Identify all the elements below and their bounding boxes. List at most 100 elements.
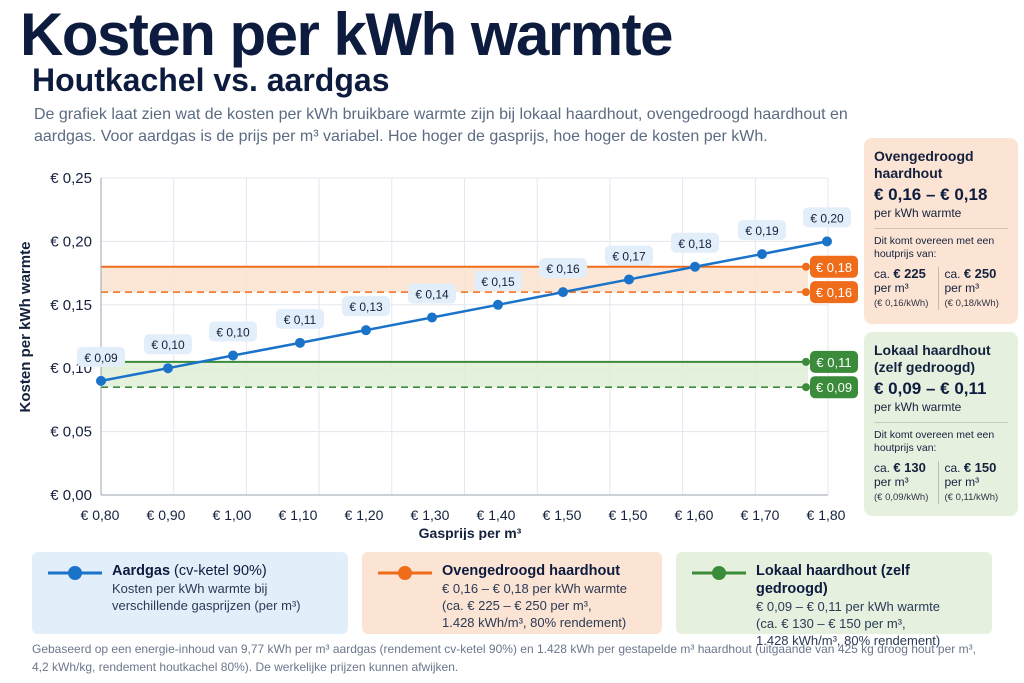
band-badge [810,255,858,278]
legend-oven-title: Ovengedroogd haardhout [442,563,621,579]
gas-data-label-text: € 0,11 [284,313,317,327]
x-tick-label: € 1,80 [807,507,846,523]
description: De grafiek laat zien wat de kosten per k… [34,106,848,145]
gas-data-label: € 0,19 [738,220,786,241]
band-badge-label: € 0,11 [816,355,851,370]
x-tick-label: € 0,80 [81,507,120,523]
gas-data-label-bg [342,296,390,317]
y-axis-label: Kosten per kWh warmte [17,242,34,413]
legend-gas-title: Aardgas [112,563,171,579]
gas-point [361,325,371,336]
band-badge [810,281,858,304]
band-area [101,361,808,388]
local-card-note: Dit komt overeen met een houtprijs van: [874,429,995,454]
gas-data-label-text: € 0,09 [84,351,118,365]
x-tick-label: € 1,70 [741,507,780,523]
gas-point [624,274,634,285]
gas-point [558,287,568,298]
oven-wood-card: Ovengedroogd haardhout € 0,16 – € 0,18 p… [864,138,1018,324]
x-tick-label: € 1,40 [477,507,516,523]
band-badge [810,350,858,373]
gas-point [163,363,173,374]
gas-data-label-bg [605,245,653,266]
legend-local-line2: (ca. € 130 – € 150 per m³, [756,616,906,631]
legend-gas-suffix: (cv-ketel 90%) [170,563,267,579]
oven-line-icon [378,566,432,580]
y-tick-label: € 0,20 [50,233,92,250]
gas-point [493,299,503,310]
local-card-price-low: ca. € 130 per m³ (€ 0,09/kWh) [874,460,929,504]
legend-oven-line2: (ca. € 225 – € 250 per m³, [442,598,592,613]
local-card-title: Lokaal haardhout (zelf gedroogd) [874,342,991,375]
legend-local-line3: 1.428 kWh/m³, 80% rendement) [756,633,941,648]
gas-data-label-text: € 0,15 [481,275,515,289]
gas-data-label-text: € 0,10 [216,326,250,340]
x-tick-label: € 1,30 [411,507,450,523]
gas-data-label-bg [408,283,456,304]
oven-card-unit: per kWh warmte [874,206,962,220]
x-tick-label: € 1,20 [345,507,384,523]
gas-point [228,350,238,361]
gas-data-label-bg [738,220,786,241]
gas-data-label-text: € 0,14 [415,287,449,301]
page-subtitle: Houtkachel vs. aardgas [32,62,390,98]
band-badge-label: € 0,16 [816,285,852,300]
band-marker [802,288,810,297]
legend-local-title: Lokaal haardhout (zelf gedroogd) [756,563,910,597]
band-badge-label: € 0,18 [816,260,852,275]
gas-data-label: € 0,13 [342,296,390,317]
gas-data-label-text: € 0,17 [612,249,646,263]
y-tick-label: € 0,05 [50,424,92,441]
legend-local: Lokaal haardhout (zelf gedroogd) € 0,09 … [676,552,992,648]
oven-card-note: Dit komt overeen met een houtprijs van: [874,235,995,260]
gas-data-label-bg [671,232,719,253]
gas-data-label: € 0,10 [209,321,257,342]
oven-card-price-low: ca. € 225 per m³ (€ 0,16/kWh) [874,266,929,310]
y-tick-label: € 0,00 [50,487,92,504]
legend-gas-text: Kosten per kWh warmte bij verschillende … [112,581,301,613]
gas-data-label: € 0,15 [474,270,522,291]
legend-oven: Ovengedroogd haardhout € 0,16 – € 0,18 p… [362,552,662,634]
gas-data-label-bg [803,207,851,228]
gas-point [690,261,700,272]
legend-oven-line1: € 0,16 – € 0,18 per kWh warmte [442,581,627,596]
local-line-icon [692,566,746,580]
band-badge-label: € 0,09 [816,380,852,395]
footnote: Gebaseerd op een energie-inhoud van 9,77… [32,642,976,674]
bands [101,265,808,389]
gas-data-label-text: € 0,20 [810,211,844,225]
gas-data-label-text: € 0,18 [678,237,712,251]
gas-data-label-bg [144,334,192,355]
band-marker [802,383,810,392]
oven-card-range: € 0,16 – € 0,18 [874,185,988,204]
cost-chart: € 0,00 € 0,05 € 0,10 € 0,15 € 0,20 € 0,25 € 0,… [17,170,858,540]
x-tick-label: € 1,50 [543,507,582,523]
gas-data-label: € 0,11 [276,308,324,329]
divider [874,422,1008,423]
gas-line-icon [48,566,102,580]
gas-data-label-text: € 0,16 [546,262,580,276]
x-tick-label: € 1,50 [609,507,648,523]
local-card-range: € 0,09 – € 0,11 [874,379,987,398]
band-marker [802,357,810,366]
gas-data-label-text: € 0,13 [349,300,383,314]
y-tick-label: € 0,15 [50,297,92,314]
gas-data-label-bg [209,321,257,342]
axes: € 0,00 € 0,05 € 0,10 € 0,15 € 0,20 € 0,25 € 0,… [50,170,845,523]
gas-data-label-bg [276,308,324,329]
gas-point [757,249,767,260]
legend-gas: Aardgas (cv-ketel 90%) Kosten per kWh wa… [32,552,348,634]
legend-oven-line3: 1.428 kWh/m³, 80% rendement) [442,615,627,630]
legend-local-line1: € 0,09 – € 0,11 per kWh warmte [756,599,941,614]
local-card-unit: per kWh warmte [874,400,962,414]
gas-point [96,375,106,386]
local-wood-card: Lokaal haardhout (zelf gedroogd) € 0,09 … [864,332,1018,516]
x-tick-label: € 1,10 [279,507,318,523]
page-title: Kosten per kWh warmte [20,1,673,68]
band-badge [810,376,858,399]
gas-point [822,236,832,247]
x-tick-label: € 0,90 [147,507,186,523]
gas-data-label-bg [77,346,125,367]
gas-data-label: € 0,18 [671,232,719,253]
gas-data-label-text: € 0,19 [745,224,779,238]
